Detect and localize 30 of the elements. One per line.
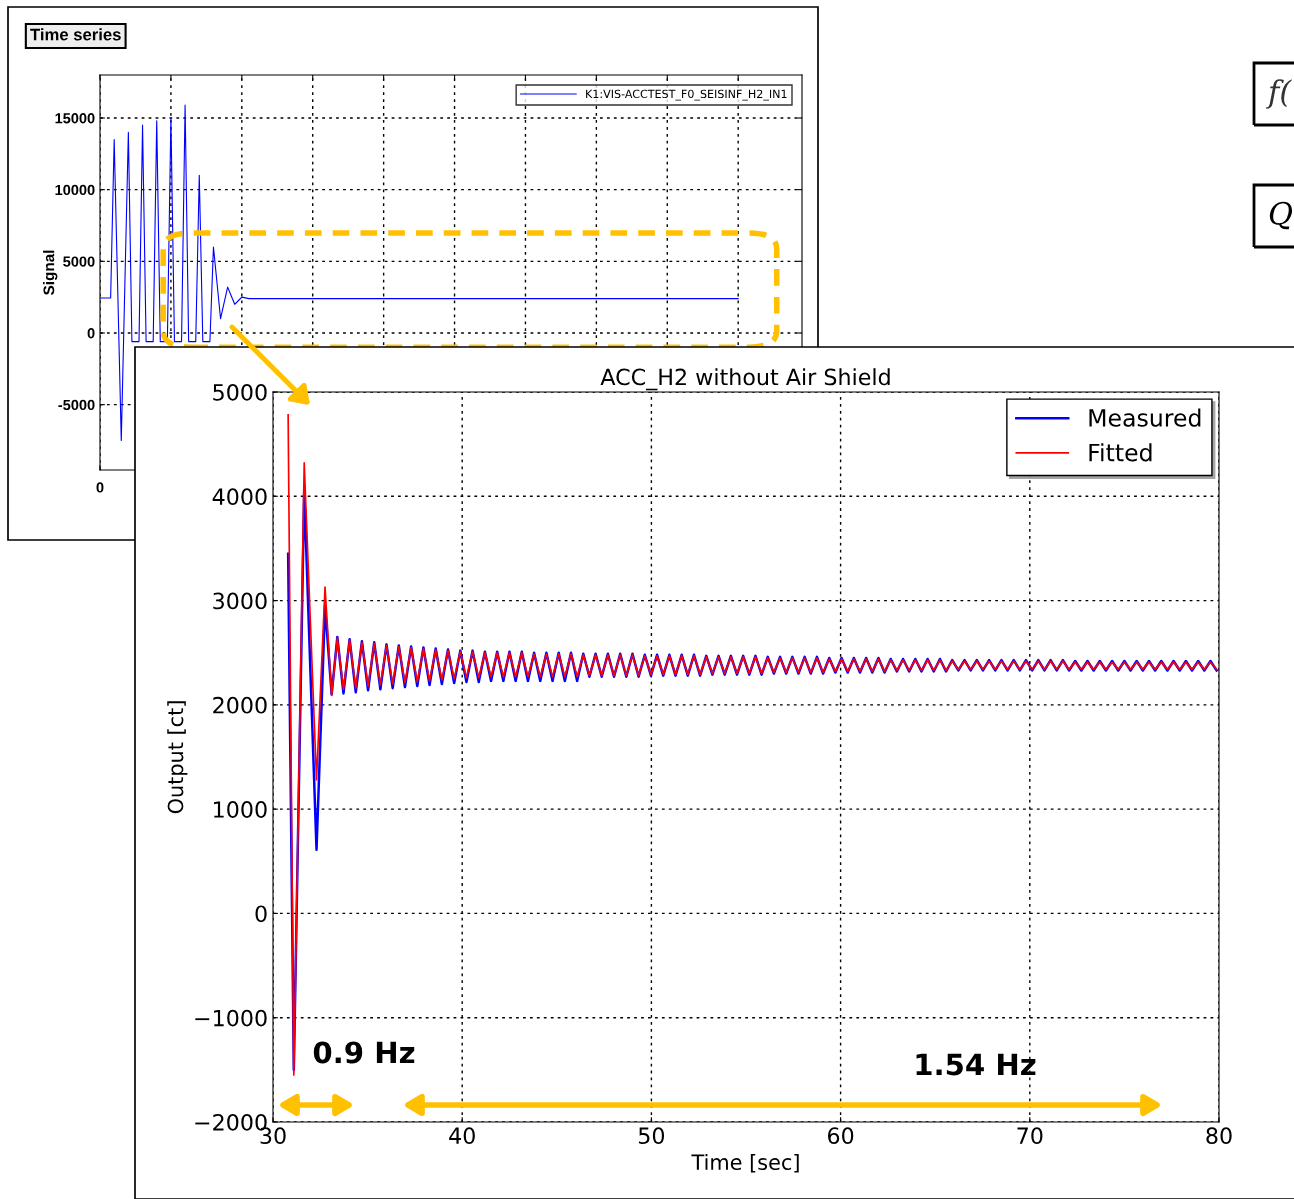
annotation: 1.54 Hz bbox=[916, 1053, 1036, 1076]
chart-title: ACC_H2 without Air Shield bbox=[600, 368, 890, 391]
y-tick-label: 2000 bbox=[213, 696, 267, 714]
y-tick-label: 0 bbox=[87, 328, 95, 339]
y-tick-label: 4000 bbox=[212, 488, 267, 506]
y-tick-label: 0 bbox=[255, 905, 267, 923]
x-tick-label: 70 bbox=[1017, 1127, 1043, 1145]
y-tick-label: −1000 bbox=[195, 1009, 267, 1027]
y-tick-label: 5000 bbox=[213, 383, 267, 401]
legend-label: K1:VIS-ACCTEST_F0_SEISINF_H2_IN1 bbox=[586, 89, 787, 101]
annotation: 0.9 Hz bbox=[313, 1041, 415, 1064]
text: Q bbox=[1269, 201, 1293, 230]
text: f( bbox=[1266, 79, 1292, 109]
y-tick-label: -5000 bbox=[58, 399, 95, 411]
y-tick-label: 3000 bbox=[213, 592, 267, 610]
y-axis-title: Signal bbox=[43, 250, 58, 295]
y-tick-label: 5000 bbox=[63, 256, 95, 267]
legend-label: Measured bbox=[1089, 408, 1201, 427]
y-axis-title: Output [ct] bbox=[167, 701, 188, 814]
x-tick-label: 40 bbox=[449, 1127, 475, 1145]
x-tick-label: 50 bbox=[638, 1127, 665, 1145]
y-tick-label: 10000 bbox=[55, 184, 95, 196]
text: 0 bbox=[96, 482, 104, 493]
x-tick-label: 80 bbox=[1206, 1127, 1232, 1145]
chart-title: Time series bbox=[30, 28, 121, 41]
legend-label: Fitted bbox=[1089, 443, 1152, 462]
y-tick-label: 1000 bbox=[214, 801, 267, 818]
y-tick-label: 15000 bbox=[55, 113, 95, 124]
x-tick-label: 60 bbox=[828, 1127, 854, 1145]
x-axis-title: Time [sec] bbox=[691, 1153, 799, 1173]
